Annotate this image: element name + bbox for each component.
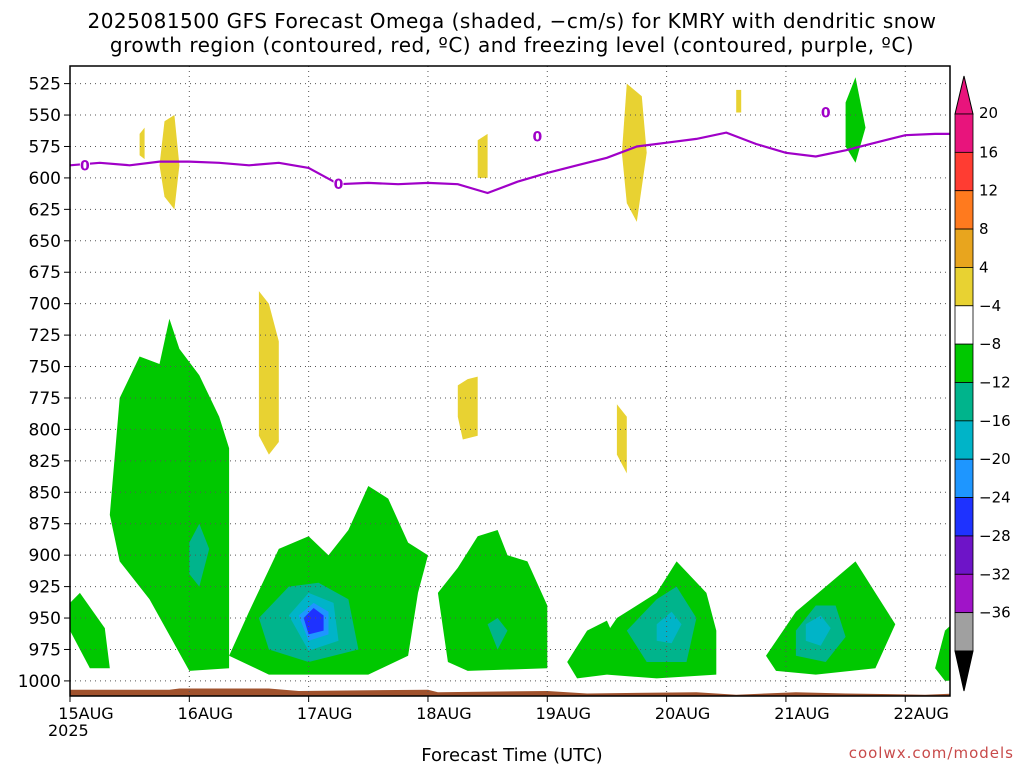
omega-region [616, 404, 627, 474]
y-tick-label: 700 [29, 295, 61, 315]
colorbar-swatch [954, 343, 974, 383]
y-tick-label: 975 [29, 640, 61, 660]
y-tick-label: 925 [29, 578, 61, 598]
colorbar-label: 12 [979, 182, 998, 200]
omega-region [437, 530, 548, 671]
colorbar-swatch [954, 113, 974, 153]
omega-region [139, 127, 145, 160]
x-tick-label: 16AUG [178, 704, 233, 723]
omega-region [736, 89, 742, 113]
y-tick-label: 875 [29, 515, 61, 535]
y-tick-label: 1000 [18, 672, 61, 692]
y-tick-label: 850 [29, 483, 61, 503]
x-tick-label: 21AUG [774, 704, 829, 723]
colorbar-swatch [954, 612, 974, 652]
y-tick-label: 800 [29, 420, 61, 440]
y-tick-label: 825 [29, 452, 61, 472]
omega-region [70, 592, 110, 669]
freezing-level-label: 0 [334, 177, 344, 193]
colorbar-label: −32 [979, 565, 1011, 583]
y-tick-label: 675 [29, 263, 61, 283]
x-tick-label: 17AUG [297, 704, 352, 723]
omega-region [621, 83, 647, 222]
plot-frame [69, 65, 951, 697]
omega-region [805, 615, 831, 646]
freezing-level-layer: 0 0 0 0 [70, 104, 950, 195]
omega-region [845, 77, 866, 163]
omega-region [189, 523, 210, 587]
chart-title-line-1: 2025081500 GFS Forecast Omega (shaded, −… [87, 9, 937, 33]
source-credit: coolwx.com/models [848, 744, 1014, 762]
colorbar-swatch [954, 497, 974, 537]
colorbar-swatch [954, 267, 974, 307]
omega-region [477, 133, 488, 178]
x-axis: 15AUG 16AUG 17AUG 18AUG 19AUG 20AUG 21AUG 22AUG… [48, 696, 949, 740]
contour-label-bg [333, 176, 344, 193]
y-tick-label: 550 [29, 106, 61, 126]
x-axis-title: Forecast Time (UTC) [421, 745, 603, 766]
y-tick-label: 625 [29, 200, 61, 220]
colorbar-swatch [954, 382, 974, 422]
y-tick-label: 600 [29, 169, 61, 189]
x-tick-label: 18AUG [416, 704, 471, 723]
colorbar-swatch [954, 535, 974, 575]
freezing-level-label: 0 [532, 129, 542, 145]
colorbar-label: −24 [979, 489, 1011, 507]
colorbar-label: 4 [979, 258, 989, 276]
colorbar-swatch [954, 305, 974, 345]
colorbar-label: 8 [979, 220, 989, 238]
chart-title-line-2: growth region (contoured, red, ºC) and f… [109, 33, 915, 57]
y-tick-label: 950 [29, 609, 61, 629]
terrain-layer [70, 688, 950, 696]
gridlines [69, 66, 950, 696]
y-axis: 525 550 575 600 625 650 675 700 725 750 775 800 825 8… [18, 75, 70, 692]
y-tick-label: 900 [29, 546, 61, 566]
terrain-surface [70, 688, 950, 696]
colorbar-label: −12 [979, 374, 1011, 392]
contour-label-bg [79, 157, 90, 174]
omega-region [656, 611, 682, 644]
colorbar-swatch [954, 228, 974, 268]
colorbar-label: −36 [979, 604, 1011, 622]
x-tick-label: 22AUG [894, 704, 949, 723]
freezing-level-line [70, 131, 950, 195]
x-year-label: 2025 [48, 721, 89, 740]
colorbar-swatch [954, 458, 974, 498]
y-tick-label: 750 [29, 358, 61, 378]
contour-label-bg [820, 104, 831, 121]
x-tick-label: 15AUG [58, 704, 113, 723]
x-tick-label: 20AUG [655, 704, 710, 723]
colorbar-label: −28 [979, 527, 1011, 545]
omega-region [303, 608, 324, 635]
omega-region [935, 625, 950, 681]
colorbar-swatch [954, 151, 974, 192]
y-tick-label: 650 [29, 232, 61, 252]
colorbar-label: −8 [979, 335, 1001, 353]
contour-label-bg [532, 128, 543, 145]
colorbar-label: −4 [979, 297, 1001, 315]
colorbar-swatch [954, 573, 974, 614]
y-tick-label: 775 [29, 389, 61, 409]
freezing-level-label: 0 [80, 158, 90, 174]
y-tick-label: 725 [29, 326, 61, 346]
y-tick-label: 575 [29, 137, 61, 157]
x-tick-label: 19AUG [536, 704, 591, 723]
colorbar-bottom-arrow [954, 650, 974, 692]
colorbar-swatch [954, 420, 974, 460]
colorbar-label: −16 [979, 412, 1011, 430]
colorbar-label: −20 [979, 450, 1011, 468]
y-tick-label: 525 [29, 75, 61, 95]
omega-region [457, 376, 478, 440]
colorbar-label: 16 [979, 143, 998, 161]
omega-region [487, 618, 508, 650]
omega-region [258, 291, 279, 455]
freezing-level-label: 0 [821, 106, 831, 122]
colorbar-top-arrow [954, 75, 974, 115]
colorbar-label: 20 [979, 104, 998, 122]
colorbar-swatch [954, 190, 974, 230]
colorbar: 20 16 12 8 4 −4 −8 −12 −16 −20 −24 −28 −32 −36 [954, 75, 1011, 692]
